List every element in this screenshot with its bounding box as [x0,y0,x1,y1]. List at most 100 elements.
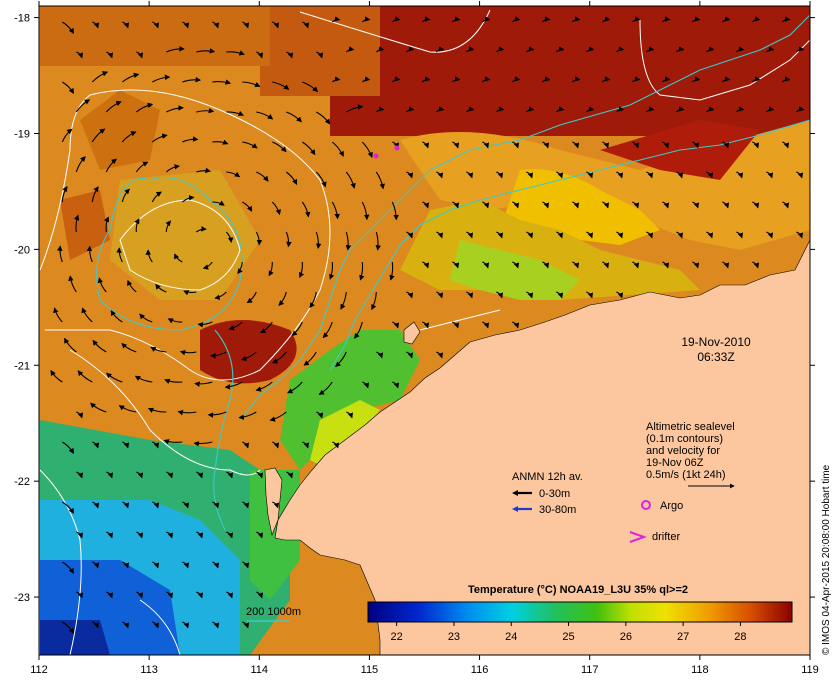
velocity-arrow-icon [68,275,77,293]
velocity-arrow-icon [242,141,258,149]
velocity-arrow-icon [359,261,365,281]
colorbar-tick-label: 22 [391,631,403,643]
velocity-arrow-icon [375,231,381,251]
drifter-legend-icon [629,531,647,543]
velocity-arrow-icon [392,381,400,389]
argo-float-marker [394,145,400,151]
velocity-arrow-icon [256,171,269,182]
velocity-arrow-icon [97,277,107,293]
velocity-arrow-icon [736,231,744,239]
velocity-arrow-icon [196,591,204,599]
velocity-arrow-icon [214,291,227,300]
velocity-arrow-icon [586,231,594,239]
velocity-arrow-icon [226,531,234,539]
velocity-arrow-icon [322,321,333,339]
latitude-axis: -18 -19 -20 -21 -22 -23 [14,13,815,604]
velocity-arrow-icon [212,501,220,509]
velocity-arrow-icon [145,249,153,263]
y-tick-label: -21 [14,360,30,372]
velocity-arrow-icon [436,291,444,299]
velocity-arrow-icon [421,16,431,23]
velocity-arrow-icon [706,171,714,179]
velocity-arrow-icon [285,231,292,248]
land-mass [274,239,810,655]
velocity-arrow-icon [436,351,444,359]
velocity-arrow-icon [92,339,107,353]
velocity-arrow-icon [76,51,84,59]
velocity-arrow-icon [152,561,160,569]
velocity-arrow-icon [118,405,137,413]
velocity-arrow-icon [122,621,130,629]
velocity-arrow-icon [795,46,805,53]
velocity-arrow-icon [136,591,144,599]
colorbar-tick-label: 26 [620,631,632,643]
velocity-arrow-icon [661,16,671,23]
velocity-arrow-icon [121,72,140,83]
velocity-arrow-icon [106,471,114,479]
velocity-arrow-icon [139,313,153,323]
velocity-arrow-icon [465,46,475,53]
velocity-arrow-icon [151,133,168,143]
velocity-vectors [50,16,805,634]
velocity-arrow-icon [662,201,670,209]
velocity-arrow-icon [422,321,430,329]
velocity-arrow-icon [224,381,243,390]
velocity-arrow-icon [602,141,610,149]
velocity-arrow-icon [105,158,118,173]
velocity-arrow-icon [691,16,701,23]
y-tick-label: -20 [14,244,30,256]
velocity-arrow-icon [135,102,154,113]
velocity-arrow-icon [481,16,491,23]
velocity-arrow-icon [110,310,123,323]
velocity-arrow-icon [286,471,294,479]
velocity-arrow-icon [332,441,340,449]
velocity-arrow-icon [662,261,670,269]
velocity-arrow-icon [122,501,130,509]
colorbar-tick-label: 27 [677,631,689,643]
velocity-arrow-icon [86,245,93,263]
velocity-arrow-icon [376,351,384,359]
x-tick-label: 119 [801,664,819,676]
velocity-arrow-icon [586,171,594,179]
altimetry-note-line: 19-Nov 06Z [646,457,704,469]
velocity-arrow-icon [329,261,335,280]
velocity-arrow-icon [751,16,761,23]
velocity-arrow-icon [226,471,234,479]
velocity-arrow-icon [212,139,229,145]
velocity-arrow-icon [511,16,521,23]
velocity-arrow-icon [555,46,565,53]
velocity-arrow-icon [571,76,581,83]
x-tick-label: 117 [581,664,599,676]
velocity-arrow-icon [237,261,243,275]
velocity-arrow-icon [722,141,730,149]
velocity-arrow-icon [541,16,551,23]
velocity-arrow-icon [766,231,774,239]
anmn-deep-arrowhead-icon [512,506,518,512]
velocity-arrow-icon [481,76,491,83]
colorbar-tick-label: 25 [562,631,574,643]
velocity-arrow-icon [482,201,490,209]
velocity-arrow-icon [752,201,760,209]
velocity-arrow-icon [207,411,227,418]
velocity-arrow-icon [572,141,580,149]
velocity-arrow-icon [512,321,520,329]
velocity-arrow-icon [121,342,137,353]
velocity-arrow-icon [571,16,581,23]
altimetry-note-line: (0.1m contours) [646,433,723,445]
velocity-arrow-icon [268,261,274,277]
velocity-arrow-icon [555,106,565,113]
velocity-arrow-icon [272,141,287,153]
velocity-arrow-icon [362,381,370,389]
velocity-arrow-icon [196,531,204,539]
velocity-arrow-icon [242,561,250,569]
velocity-arrow-icon [165,220,172,233]
x-tick-label: 114 [251,664,269,676]
velocity-arrow-icon [316,51,324,59]
velocity-arrow-icon [661,76,671,83]
colorbar-tick-label: 24 [505,631,517,643]
bathymetry-contours [96,14,810,531]
velocity-arrow-icon [212,561,220,569]
velocity-arrow-icon [692,141,700,149]
velocity-arrow-icon [62,21,74,34]
